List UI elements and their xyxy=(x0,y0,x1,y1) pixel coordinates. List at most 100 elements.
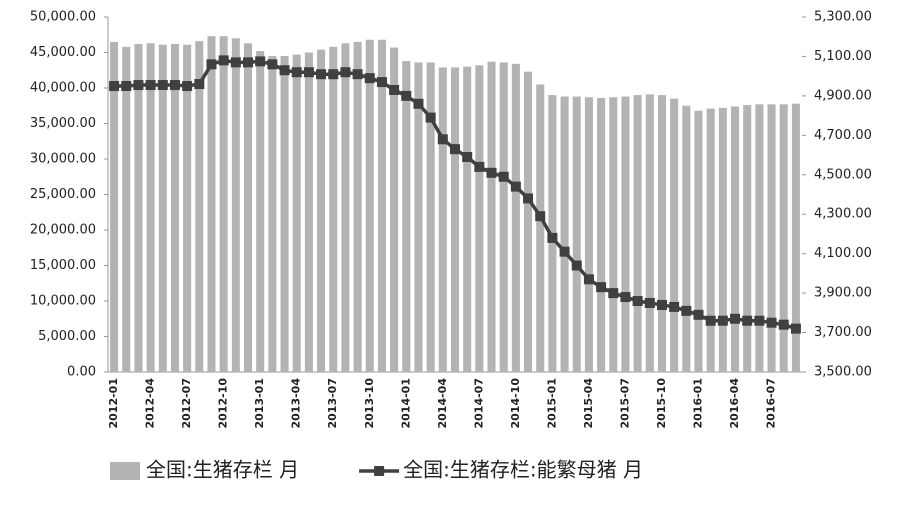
line-marker xyxy=(717,315,728,326)
bar xyxy=(499,62,508,372)
line-marker xyxy=(267,59,278,70)
line-marker xyxy=(352,69,363,80)
line-marker xyxy=(255,56,266,67)
y2-tick-label: 5,300.00 xyxy=(814,10,872,25)
bar xyxy=(243,43,253,373)
line-marker xyxy=(157,80,168,91)
y-tick-label: 45,000.00 xyxy=(30,45,96,60)
line-marker xyxy=(498,171,509,182)
bar xyxy=(329,46,338,372)
line-marker xyxy=(425,112,436,123)
line-marker xyxy=(194,79,205,90)
x-tick-label: 2012-01 xyxy=(107,378,120,429)
line-marker xyxy=(218,55,229,66)
bar xyxy=(487,61,496,372)
bar xyxy=(390,47,399,372)
line-marker xyxy=(364,73,375,84)
bar xyxy=(414,62,423,372)
bar xyxy=(353,41,362,372)
bar xyxy=(146,43,155,373)
bar xyxy=(670,98,679,373)
bar xyxy=(718,107,727,372)
line-marker xyxy=(656,299,667,310)
bar xyxy=(682,105,691,372)
y2-tick-label: 5,100.00 xyxy=(814,49,872,64)
bar xyxy=(317,49,326,372)
bar xyxy=(365,39,374,372)
line-marker xyxy=(766,317,777,328)
line-marker xyxy=(462,152,473,163)
bar xyxy=(122,46,131,372)
line-marker xyxy=(559,246,570,257)
bar xyxy=(597,97,606,372)
x-tick-label: 2013-04 xyxy=(290,378,303,429)
x-tick-label: 2015-07 xyxy=(618,378,631,429)
line-marker xyxy=(303,67,314,78)
x-tick-label: 2012-07 xyxy=(180,378,193,429)
bar xyxy=(694,110,703,372)
line-marker xyxy=(316,69,327,80)
x-tick-label: 2015-01 xyxy=(545,378,558,429)
line-marker xyxy=(608,288,619,299)
line-marker xyxy=(401,90,412,101)
bar xyxy=(731,106,740,373)
bar xyxy=(645,94,654,372)
y2-tick-label: 3,500.00 xyxy=(814,365,872,380)
bar xyxy=(377,39,386,372)
x-tick-label: 2015-10 xyxy=(655,378,668,429)
x-tick-label: 2014-01 xyxy=(399,378,412,429)
line-marker xyxy=(705,315,716,326)
line-marker xyxy=(389,84,400,95)
line-marker xyxy=(328,69,339,80)
bar xyxy=(134,43,143,372)
line-marker xyxy=(535,211,546,222)
y-tick-label: 50,000.00 xyxy=(30,10,96,25)
y-tick-label: 30,000.00 xyxy=(30,152,96,167)
line-marker xyxy=(669,301,680,312)
bar xyxy=(256,51,265,373)
legend-swatch xyxy=(110,462,140,480)
line-marker xyxy=(510,181,521,192)
bar xyxy=(268,56,277,373)
bar xyxy=(280,56,289,373)
bar xyxy=(511,63,520,373)
bar xyxy=(633,95,642,372)
bar xyxy=(183,44,192,372)
y2-tick-label: 4,700.00 xyxy=(814,128,872,143)
y2-tick-label: 4,500.00 xyxy=(814,167,872,182)
bar xyxy=(536,84,545,372)
line-marker xyxy=(547,232,558,243)
line-marker xyxy=(632,296,643,306)
bar xyxy=(475,65,484,372)
y-tick-label: 25,000.00 xyxy=(30,187,96,202)
line-marker xyxy=(145,80,156,91)
line-marker xyxy=(523,193,534,204)
x-tick-label: 2014-07 xyxy=(472,378,485,429)
x-tick-label: 2013-01 xyxy=(253,378,266,429)
bar xyxy=(560,96,569,373)
bar xyxy=(743,105,752,372)
bar xyxy=(158,44,167,372)
bar xyxy=(524,71,533,373)
bar xyxy=(170,43,179,372)
line-marker xyxy=(681,305,692,316)
y2-tick-label: 4,900.00 xyxy=(814,88,872,103)
bar xyxy=(195,41,204,372)
line-marker xyxy=(742,315,753,326)
bar xyxy=(231,38,240,373)
line-marker xyxy=(243,57,254,68)
bar xyxy=(110,41,119,372)
line-marker xyxy=(437,134,448,145)
line-marker xyxy=(693,309,704,320)
y-tick-label: 40,000.00 xyxy=(30,81,96,96)
line-marker xyxy=(376,77,387,88)
line-marker xyxy=(474,161,485,172)
line-marker xyxy=(169,80,180,91)
bar xyxy=(779,104,788,372)
line-marker xyxy=(133,80,144,91)
y-tick-label: 10,000.00 xyxy=(30,294,96,309)
y-tick-label: 0.00 xyxy=(67,365,96,380)
line-marker xyxy=(206,59,217,70)
bar xyxy=(572,96,581,373)
